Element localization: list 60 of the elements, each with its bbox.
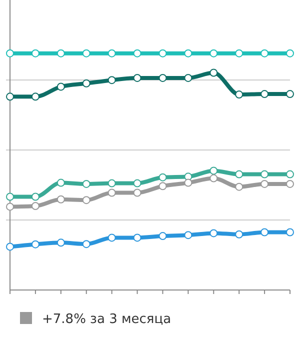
legend-label: +7.8% за 3 месяца [42, 312, 172, 327]
point [31, 202, 40, 210]
point [56, 82, 65, 91]
point [108, 234, 116, 242]
point [210, 68, 218, 77]
point [133, 234, 142, 242]
point [184, 178, 192, 187]
point [158, 173, 167, 182]
point [82, 196, 90, 204]
point [158, 232, 167, 240]
point [184, 74, 192, 82]
point [56, 178, 65, 187]
point [260, 228, 269, 236]
point [210, 49, 218, 58]
point [108, 188, 116, 197]
point [184, 231, 192, 240]
point [31, 92, 40, 101]
point [82, 240, 90, 248]
point [56, 195, 65, 204]
point [133, 188, 142, 197]
point [260, 170, 269, 178]
point [158, 74, 167, 82]
point [235, 182, 244, 191]
point [235, 90, 244, 99]
point [108, 76, 116, 84]
point [108, 179, 116, 188]
point [56, 49, 65, 58]
point [31, 240, 40, 248]
point [286, 228, 294, 236]
point [286, 49, 294, 58]
point [82, 49, 90, 58]
point [286, 170, 294, 178]
point [210, 166, 218, 175]
point [56, 238, 65, 247]
point [260, 49, 269, 58]
point [82, 180, 90, 188]
point [235, 170, 244, 178]
point [6, 242, 14, 251]
point [235, 230, 244, 238]
point [82, 79, 90, 88]
point [210, 229, 218, 238]
point [31, 49, 40, 58]
point [260, 90, 269, 98]
point [133, 179, 142, 188]
point [158, 182, 167, 190]
point [260, 180, 269, 188]
point [133, 49, 142, 58]
point [286, 180, 294, 188]
point [286, 90, 294, 98]
point [184, 49, 192, 58]
point [6, 92, 14, 101]
point [108, 49, 116, 58]
point [6, 192, 14, 201]
point [235, 49, 244, 58]
point [210, 174, 218, 182]
point [133, 74, 142, 82]
point [31, 192, 40, 201]
point [6, 49, 14, 58]
point [158, 49, 167, 58]
point [6, 202, 14, 211]
